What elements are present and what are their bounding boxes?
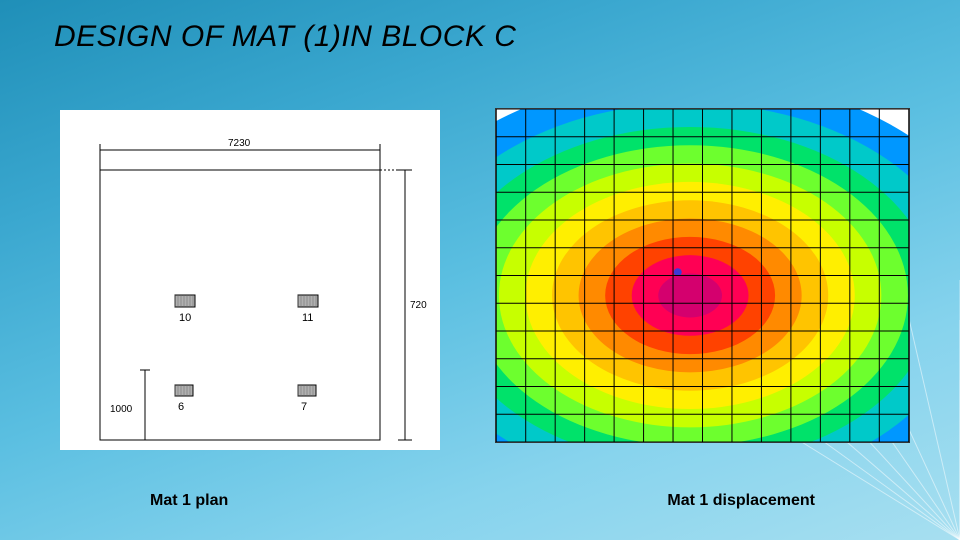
- caption-displacement: Mat 1 displacement: [667, 492, 815, 510]
- dim-left-small: 1000: [110, 370, 150, 440]
- mat-outline: [100, 170, 380, 440]
- mat-plan-drawing: 7230 720 1000 10 11 6 7: [60, 110, 440, 450]
- peak-marker: [674, 268, 682, 276]
- column-label: 7: [301, 401, 307, 413]
- mat-plan-panel: 7230 720 1000 10 11 6 7: [60, 110, 440, 450]
- dim-right: 720: [380, 170, 427, 440]
- slide-title: DESIGN OF MAT (1)IN BLOCK C: [54, 20, 516, 54]
- dim-left-small-label: 1000: [110, 404, 133, 415]
- dim-top-label: 7230: [228, 138, 251, 149]
- dim-top: 7230: [100, 138, 380, 170]
- column-label: 10: [179, 312, 191, 324]
- column-label: 6: [178, 401, 184, 413]
- displacement-panel: [495, 108, 910, 443]
- slide: DESIGN OF MAT (1)IN BLOCK C 7230 720: [0, 0, 960, 540]
- contour-band: [658, 274, 722, 318]
- dim-right-label: 720: [410, 300, 427, 311]
- displacement-heatmap: [496, 109, 909, 442]
- column-label: 11: [302, 312, 313, 324]
- caption-plan: Mat 1 plan: [150, 492, 228, 510]
